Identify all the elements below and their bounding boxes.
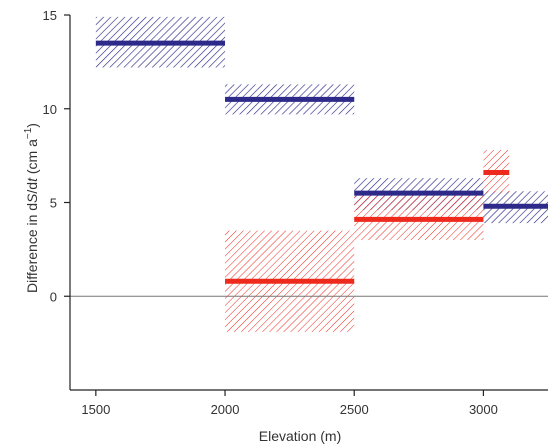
x-tick-label: 2500 — [340, 402, 369, 417]
y-tick-label: 5 — [50, 196, 57, 211]
y-tick-label: 0 — [50, 289, 57, 304]
x-tick-label: 1500 — [81, 402, 110, 417]
y-tick-label: 10 — [43, 102, 57, 117]
x-axis-label: Elevation (m) — [259, 428, 341, 444]
x-tick-label: 3000 — [469, 402, 498, 417]
x-tick-label: 2000 — [211, 402, 240, 417]
y-tick-label: 15 — [43, 8, 57, 23]
y-axis-label: Difference in dS/dt (cm a−1) — [23, 123, 40, 293]
